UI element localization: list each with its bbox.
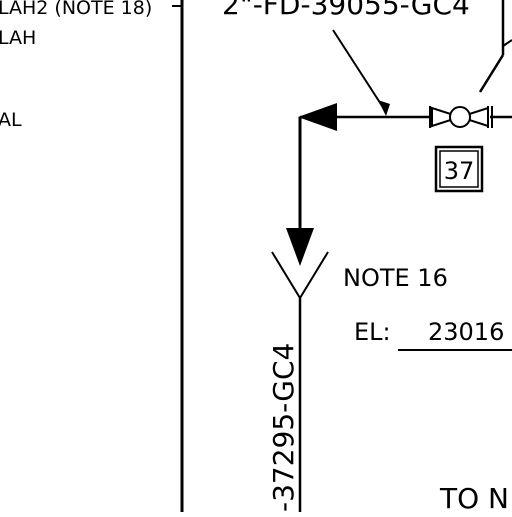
leader-arrowhead [378, 100, 390, 116]
line-number-vertical: -37295-GC4 [267, 343, 300, 512]
elevation-label: EL: [354, 318, 391, 346]
valve-tag-label: 37 [444, 157, 475, 185]
pipe-branch-diagonal [478, 54, 505, 93]
left-panel-line-3: AL [0, 109, 22, 131]
destination-label: TO N [439, 482, 509, 512]
pipe-branch-stub [502, 39, 512, 47]
note-label: NOTE 16 [343, 264, 448, 292]
elevation-value: 23016 [428, 318, 504, 346]
leader-line [332, 29, 387, 113]
ball-valve-icon [429, 106, 489, 128]
valve-tag-box-inner [439, 150, 479, 188]
left-panel-line-1: LAH2 (NOTE 18) [0, 0, 152, 19]
left-panel-line-2: LAH [0, 27, 36, 49]
valve-tag-box [434, 145, 484, 193]
line-number-top: 2"-FD-39055-GC4 [222, 0, 470, 21]
flow-arrow-down [286, 228, 314, 266]
reducer-icon [271, 251, 329, 512]
flow-arrow-left [298, 103, 337, 131]
